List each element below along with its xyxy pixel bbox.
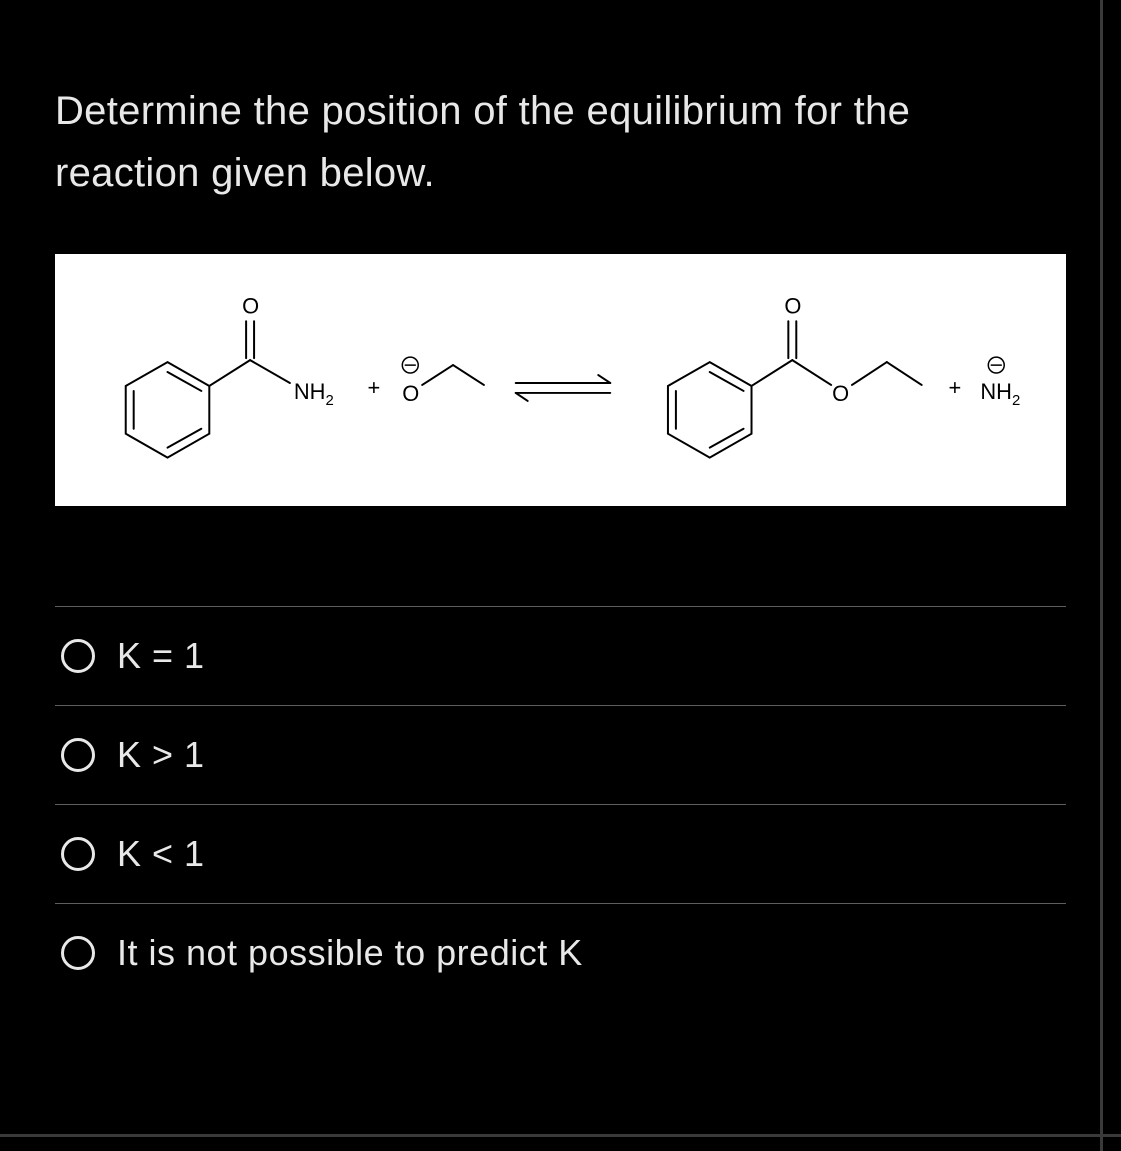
frame-right-border <box>1100 0 1103 1151</box>
option-label: K > 1 <box>117 734 205 776</box>
radio-icon <box>61 639 95 673</box>
options-list: K = 1 K > 1 K < 1 It is not possible to … <box>55 606 1066 1010</box>
ester-o-label: O <box>832 381 849 406</box>
carbonyl-o-label-2: O <box>784 293 801 318</box>
reaction-svg: O NH2 + O <box>73 254 1048 506</box>
radio-icon <box>61 936 95 970</box>
reactant-nh2-label: NH2 <box>294 379 334 409</box>
option-k-gt-1[interactable]: K > 1 <box>55 705 1066 804</box>
equilibrium-arrows <box>516 375 611 401</box>
product-nh2-label: NH2 <box>980 379 1020 409</box>
reaction-diagram: O NH2 + O <box>55 254 1066 506</box>
option-k-equals-1[interactable]: K = 1 <box>55 606 1066 705</box>
option-label: It is not possible to predict K <box>117 932 583 974</box>
reactant-amide <box>126 321 290 457</box>
option-label: K = 1 <box>117 635 205 677</box>
radio-icon <box>61 837 95 871</box>
frame-bottom-border <box>0 1134 1121 1137</box>
option-k-lt-1[interactable]: K < 1 <box>55 804 1066 903</box>
carbonyl-o-label-1: O <box>242 293 259 318</box>
plus-1: + <box>367 375 380 400</box>
ethoxide-o-label: O <box>402 381 419 406</box>
product-ester <box>668 321 922 457</box>
product-amide-anion <box>988 357 1004 373</box>
question-text: Determine the position of the equilibriu… <box>55 80 1066 204</box>
radio-icon <box>61 738 95 772</box>
option-label: K < 1 <box>117 833 205 875</box>
option-not-possible[interactable]: It is not possible to predict K <box>55 903 1066 1010</box>
plus-2: + <box>949 375 962 400</box>
